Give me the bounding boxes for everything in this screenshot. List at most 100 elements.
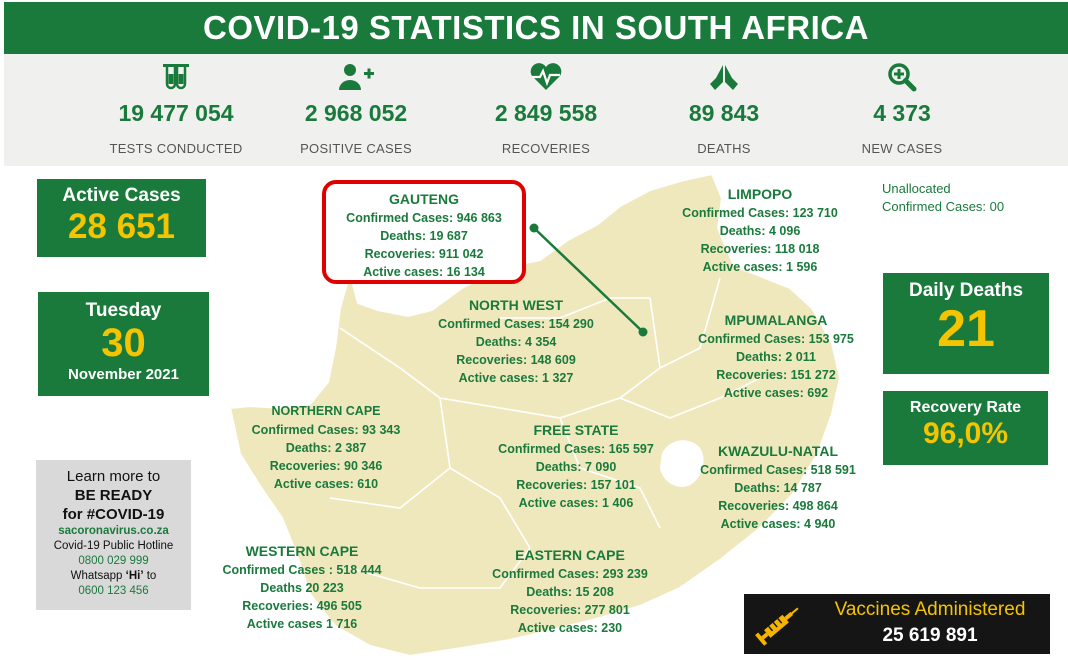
stat-tests: 19 477 054 TESTS CONDUCTED <box>76 54 276 156</box>
province-deaths: Deaths: 2 011 <box>736 350 816 364</box>
province-deaths: Deaths 20 223 <box>260 581 344 595</box>
gauteng-highlight <box>322 180 526 284</box>
province-western-cape: WESTERN CAPE Confirmed Cases : 518 444 D… <box>212 541 392 633</box>
province-free-state: FREE STATE Confirmed Cases: 165 597 Deat… <box>488 420 664 512</box>
test-tubes-icon <box>76 60 276 94</box>
province-name: MPUMALANGA <box>724 312 828 328</box>
south-africa-map <box>228 172 842 658</box>
province-deaths: Deaths: 14 787 <box>734 481 822 495</box>
deaths-label: DEATHS <box>697 141 751 156</box>
daily-deaths-value: 21 <box>937 300 995 358</box>
province-mpumalanga: MPUMALANGA Confirmed Cases: 153 975 Deat… <box>688 310 864 402</box>
daily-deaths-box: Daily Deaths 21 <box>883 273 1049 374</box>
new-cases-value: 4 373 <box>873 100 931 126</box>
learn-line1: Learn more to <box>66 468 161 485</box>
province-confirmed: Confirmed Cases: 946 863 <box>346 211 502 225</box>
province-recoveries: Recoveries: 151 272 <box>716 368 836 382</box>
recovery-rate-label: Recovery Rate <box>909 399 1022 416</box>
tests-label: TESTS CONDUCTED <box>109 141 243 156</box>
province-eastern-cape: EASTERN CAPE Confirmed Cases: 293 239 De… <box>482 545 658 637</box>
heart-pulse-icon <box>446 60 646 94</box>
recoveries-value: 2 849 558 <box>494 100 598 126</box>
active-cases-label: Active Cases <box>62 185 181 206</box>
hotline-label: Covid-19 Public Hotline <box>53 540 174 552</box>
province-name: EASTERN CAPE <box>515 547 625 563</box>
province-active: Active cases: 1 596 <box>702 260 818 274</box>
province-confirmed: Confirmed Cases: 153 975 <box>698 332 854 346</box>
whatsapp-label: Whatsapp ‘Hi’ to <box>36 569 191 584</box>
province-name: NORTHERN CAPE <box>271 404 381 418</box>
add-user-icon <box>256 60 456 94</box>
vaccines-value: 25 619 891 <box>882 625 978 646</box>
stat-positive: 2 968 052 POSITIVE CASES <box>256 54 456 156</box>
province-active: Active cases 1 716 <box>246 617 358 631</box>
tests-value: 19 477 054 <box>118 100 234 126</box>
province-confirmed: Confirmed Cases: 123 710 <box>682 206 838 220</box>
recovery-rate-box: Recovery Rate 96,0% <box>883 391 1048 465</box>
stats-strip: 19 477 054 TESTS CONDUCTED 2 968 052 POS… <box>4 54 1068 166</box>
province-confirmed: Confirmed Cases: 518 591 <box>700 463 856 477</box>
new-cases-label: NEW CASES <box>861 141 943 156</box>
province-name: KWAZULU-NATAL <box>717 443 838 459</box>
province-recoveries: Recoveries: 911 042 <box>364 247 484 261</box>
learn-line3: for #COVID-19 <box>62 506 165 523</box>
province-confirmed: Confirmed Cases : 518 444 <box>222 563 382 577</box>
positive-label: POSITIVE CASES <box>300 141 412 156</box>
province-recoveries: Recoveries: 148 609 <box>456 353 576 367</box>
province-active: Active cases: 230 <box>517 621 623 635</box>
stat-deaths: 89 843 DEATHS <box>624 54 824 156</box>
vaccines-box: Vaccines Administered 25 619 891 <box>744 594 1050 654</box>
province-recoveries: Recoveries: 277 801 <box>510 603 630 617</box>
deaths-value: 89 843 <box>688 100 760 126</box>
positive-value: 2 968 052 <box>304 100 408 126</box>
province-kwazulu-natal: KWAZULU-NATAL Confirmed Cases: 518 591 D… <box>690 441 866 533</box>
province-name: NORTH WEST <box>468 297 564 313</box>
recovery-rate-value: 96,0% <box>922 417 1009 450</box>
whatsapp-number[interactable]: 0600 123 456 <box>78 585 149 597</box>
learn-line2: BE READY <box>74 487 153 504</box>
province-recoveries: Recoveries: 90 346 <box>269 459 383 473</box>
date-month-year: November 2021 <box>68 366 179 383</box>
province-name: LIMPOPO <box>727 186 793 202</box>
active-cases-value: 28 651 <box>67 207 176 246</box>
whatsapp-hi: ‘Hi’ <box>125 570 144 582</box>
gauteng-connector <box>529 223 648 337</box>
province-name: GAUTENG <box>389 191 459 207</box>
page-title: COVID-19 STATISTICS IN SOUTH AFRICA <box>4 2 1068 54</box>
province-recoveries: Recoveries: 157 101 <box>516 478 636 492</box>
province-confirmed: Confirmed Cases: 165 597 <box>498 442 654 456</box>
whatsapp-label-post: to <box>143 570 157 582</box>
unallocated-line1: Unallocated <box>882 181 951 196</box>
province-active: Active cases: 610 <box>273 477 379 491</box>
stat-recoveries: 2 849 558 RECOVERIES <box>446 54 646 156</box>
website-link[interactable]: sacoronavirus.co.za <box>58 525 169 537</box>
date-box: Tuesday 30 November 2021 <box>38 292 209 396</box>
province-active: Active cases: 4 940 <box>720 517 836 531</box>
syringe-icon <box>752 604 804 646</box>
province-northern-cape: NORTHERN CAPE Confirmed Cases: 93 343 De… <box>238 401 414 493</box>
province-deaths: Deaths: 4 096 <box>719 224 801 238</box>
whatsapp-label-pre: Whatsapp <box>70 570 126 582</box>
learn-more-panel: Learn more to BE READY for #COVID-19 sac… <box>36 460 191 610</box>
province-confirmed: Confirmed Cases: 93 343 <box>251 423 401 437</box>
province-deaths: Deaths: 7 090 <box>535 460 617 474</box>
province-confirmed: Confirmed Cases: 154 290 <box>438 317 594 331</box>
province-active: Active cases: 1 406 <box>518 496 634 510</box>
province-active: Active cases: 16 134 <box>363 265 485 279</box>
stat-new-cases: 4 373 NEW CASES <box>802 54 1002 156</box>
province-active: Active cases: 692 <box>723 386 829 400</box>
unallocated-line2: Confirmed Cases: 00 <box>882 199 1005 214</box>
province-limpopo: LIMPOPO Confirmed Cases: 123 710 Deaths:… <box>672 184 848 276</box>
province-deaths: Deaths: 4 354 <box>475 335 557 349</box>
province-deaths: Deaths: 2 387 <box>285 441 367 455</box>
province-name: WESTERN CAPE <box>245 543 359 559</box>
daily-deaths-label: Daily Deaths <box>908 280 1024 301</box>
zoom-plus-icon <box>802 60 1002 94</box>
province-gauteng: GAUTENG Confirmed Cases: 946 863 Deaths:… <box>326 189 522 281</box>
province-north-west: NORTH WEST Confirmed Cases: 154 290 Deat… <box>428 295 604 387</box>
active-cases-box: Active Cases 28 651 <box>37 179 206 257</box>
province-deaths: Deaths: 15 208 <box>526 585 614 599</box>
hotline-number[interactable]: 0800 029 999 <box>78 555 149 567</box>
vaccines-label: Vaccines Administered <box>834 599 1026 620</box>
province-name: FREE STATE <box>533 422 619 438</box>
